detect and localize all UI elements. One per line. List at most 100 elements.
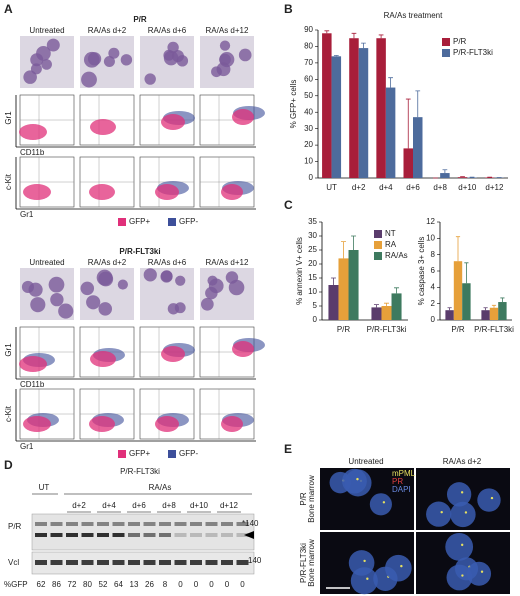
bar	[338, 258, 349, 320]
day-label: d+4	[102, 501, 116, 510]
bar	[348, 250, 359, 320]
band	[190, 522, 202, 526]
axis-label: Gr1	[20, 442, 34, 451]
gfp-value: 86	[52, 580, 61, 589]
axis-label: CD11b	[20, 380, 45, 389]
band	[81, 533, 94, 537]
gfp-value: 13	[130, 580, 139, 589]
cell	[98, 271, 114, 287]
cell	[36, 46, 51, 61]
bar	[385, 87, 396, 178]
band	[97, 560, 109, 565]
nucleus	[467, 561, 492, 586]
y-tick-label: 30	[304, 124, 313, 133]
gfp-value: 80	[83, 580, 92, 589]
axis-label: CD11b	[20, 148, 45, 157]
band	[128, 560, 140, 565]
gfp-pos-cloud	[23, 184, 51, 200]
axis-label: c-Kit	[4, 405, 13, 422]
speckle	[460, 491, 464, 494]
nucleus	[445, 532, 474, 561]
speckle	[460, 543, 464, 547]
gfp-pos-cloud	[19, 124, 47, 140]
y-tick-label: 10	[304, 157, 313, 166]
gfp-pos-cloud	[221, 184, 243, 200]
band	[205, 533, 218, 537]
error-bar	[333, 55, 339, 57]
speckle	[440, 510, 443, 514]
column-label: Untreated	[348, 457, 383, 466]
y-tick-label: 35	[308, 217, 317, 226]
blot	[31, 513, 255, 551]
row-label: Bone marrow	[307, 475, 316, 523]
band	[143, 533, 156, 537]
bar	[381, 306, 392, 320]
nucleus	[446, 564, 473, 591]
cell	[238, 48, 252, 62]
error-bar	[330, 277, 336, 285]
cell	[160, 270, 173, 283]
error-bar	[340, 241, 347, 259]
error-bar	[351, 235, 357, 250]
y-tick-label: 60	[304, 74, 313, 83]
band	[174, 560, 187, 565]
y-tick-label: 20	[308, 259, 317, 268]
y-tick-label: 6	[431, 266, 436, 275]
band	[236, 533, 249, 537]
bar	[328, 285, 339, 320]
band	[66, 522, 78, 526]
band	[190, 560, 202, 565]
band	[128, 533, 140, 537]
bar	[322, 33, 332, 179]
error-bar	[388, 77, 393, 88]
legend-label: GFP+	[129, 217, 150, 226]
x-tick-label: P/R	[451, 325, 465, 334]
y-tick-label: 15	[308, 273, 317, 282]
cell	[163, 50, 179, 66]
band	[50, 533, 63, 537]
cell	[41, 59, 52, 70]
day-label: d+6	[132, 501, 146, 510]
band	[159, 533, 171, 537]
legend-swatch	[118, 218, 126, 226]
gfp-pos-cloud	[90, 351, 116, 367]
band	[174, 533, 187, 537]
panel-label: E	[284, 442, 292, 456]
bar	[453, 261, 463, 320]
error-bar	[324, 30, 330, 34]
bar	[445, 310, 454, 320]
y-tick-label: 40	[304, 107, 313, 116]
band	[112, 560, 125, 565]
panel-label: B	[284, 2, 293, 16]
speckle	[366, 577, 369, 580]
column-label: RA/As d+2	[88, 258, 127, 267]
bar	[376, 38, 386, 178]
cell	[46, 38, 60, 52]
cell	[120, 54, 133, 66]
cell	[58, 303, 74, 319]
cell	[108, 47, 120, 59]
gfp-value: 8	[163, 580, 168, 589]
error-bar	[351, 32, 357, 39]
x-tick-label: P/R-FLT3ki	[367, 325, 407, 334]
error-bar	[464, 262, 469, 284]
error-bar	[442, 169, 448, 174]
cell	[48, 276, 65, 293]
legend-label: RA/As	[385, 251, 408, 260]
gfp-value: 0	[240, 580, 245, 589]
cell	[117, 279, 128, 290]
chart-title: RA/As treatment	[384, 11, 443, 20]
nucleus	[426, 501, 452, 527]
band	[66, 560, 78, 565]
x-tick-label: d+12	[485, 183, 504, 192]
band	[35, 533, 47, 537]
bar	[457, 177, 468, 178]
axis-label: Gr1	[20, 210, 34, 219]
cell	[23, 70, 37, 84]
bar	[481, 310, 490, 320]
nucleus	[342, 468, 367, 494]
speckle	[363, 559, 366, 563]
column-label: RA/As d+6	[148, 258, 187, 267]
marker: 140	[248, 556, 262, 565]
y-tick-label: 25	[308, 245, 317, 254]
